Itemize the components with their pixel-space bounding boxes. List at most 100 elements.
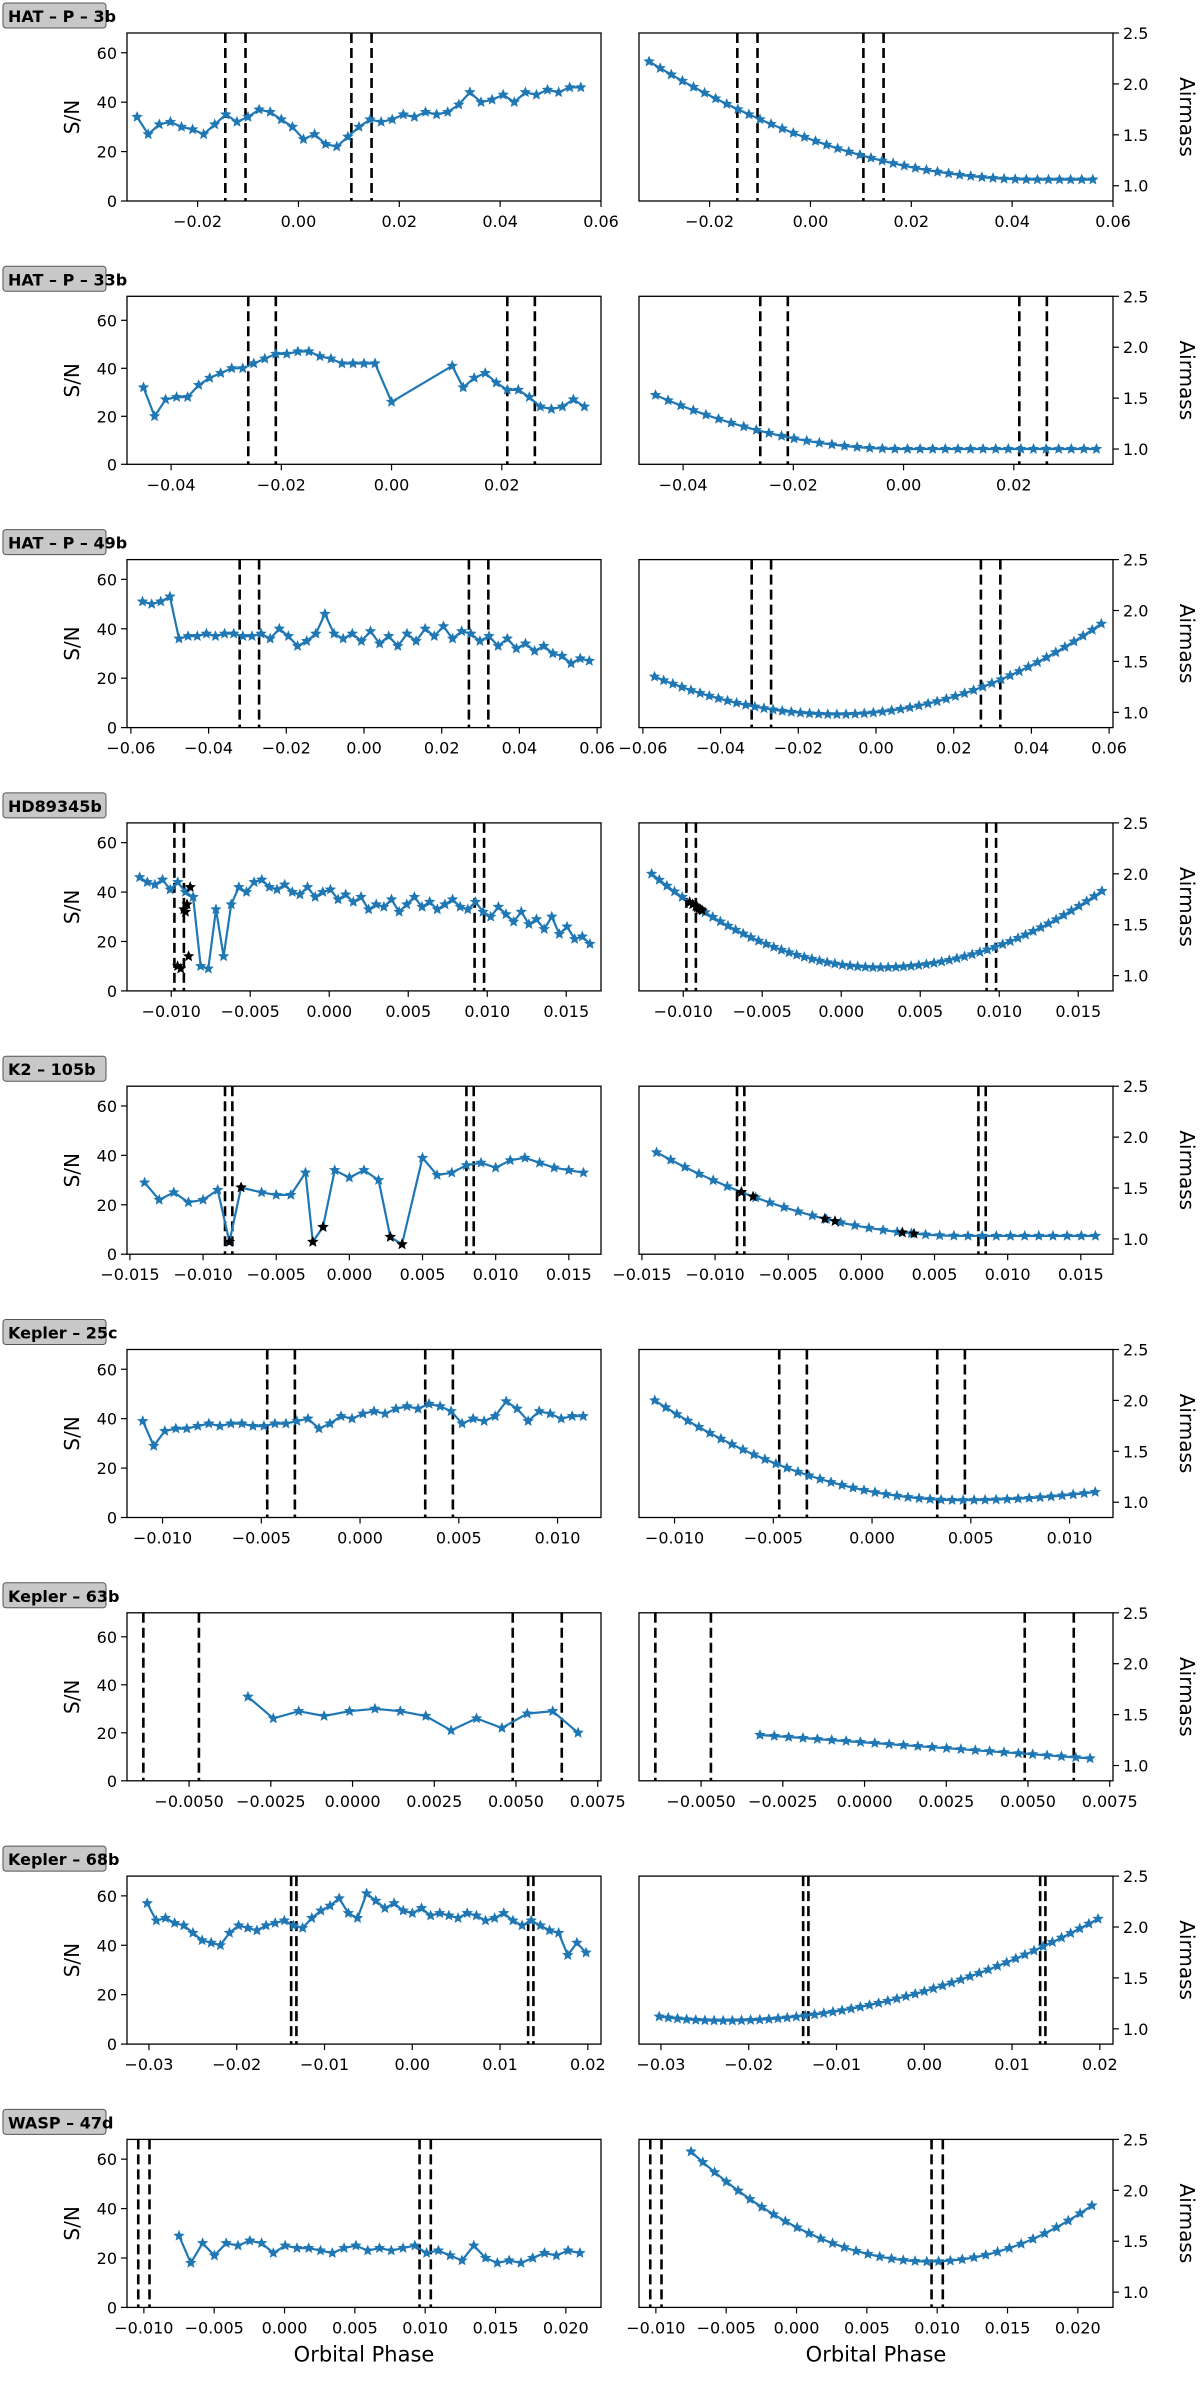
- sn-point: [552, 1926, 565, 1938]
- sn-series-line: [247, 1695, 579, 1734]
- sn-point: [393, 905, 405, 917]
- airmass-point: [738, 420, 750, 432]
- airmass-point: [1059, 641, 1071, 652]
- sn-point: [185, 2256, 197, 2268]
- sn-point: [498, 1907, 510, 1918]
- y-tick-label: 1.5: [1123, 1706, 1148, 1725]
- y-tick-label: 40: [97, 1936, 117, 1955]
- airmass-point: [768, 1730, 780, 1741]
- airmass-point: [720, 2175, 733, 2187]
- x-tick-label: −0.0050: [666, 1792, 735, 1811]
- x-tick-label: 0.0025: [406, 1792, 462, 1811]
- sn-point: [264, 632, 276, 644]
- airmass-point: [813, 708, 825, 719]
- sn-point: [488, 1912, 501, 1923]
- sn-point: [533, 1405, 545, 1417]
- airmass-point: [1000, 1956, 1013, 1968]
- airmass-point: [897, 2254, 909, 2265]
- y-tick-label: 20: [97, 2249, 117, 2268]
- sn-point: [253, 103, 265, 115]
- airmass-point: [697, 2156, 709, 2167]
- x-tick-label: 0.005: [385, 1002, 431, 1021]
- airmass-point: [826, 1734, 838, 1745]
- sn-point: [470, 1909, 483, 1921]
- airmass-point: [913, 959, 925, 971]
- sn-point: [379, 1407, 391, 1419]
- airmass-point: [981, 943, 994, 955]
- airmass-point: [1055, 1931, 1068, 1943]
- airmass-point: [1065, 904, 1078, 916]
- sn-point: [469, 896, 482, 907]
- sn-point: [491, 2256, 504, 2268]
- airmass-point: [1074, 1922, 1086, 1934]
- sn-point: [453, 98, 465, 110]
- axes-frame: [126, 1875, 602, 2045]
- sn-point: [419, 622, 431, 634]
- airmass-point: [954, 168, 966, 180]
- planet-name: WASP – 47d: [8, 2113, 113, 2132]
- sn-point: [486, 93, 498, 105]
- x-tick-label: 0.02: [996, 475, 1032, 494]
- sn-point: [563, 1164, 575, 1176]
- airmass-point: [831, 708, 843, 720]
- sn-point: [215, 367, 227, 378]
- airmass-point: [1035, 921, 1047, 933]
- sn-point: [475, 1156, 487, 1168]
- x-tick-label: 0.015: [546, 1265, 592, 1284]
- airmass-point: [1045, 1490, 1057, 1502]
- airmass-point: [1084, 1752, 1096, 1764]
- airmass-point: [826, 2237, 839, 2249]
- airmass-point: [946, 1494, 958, 1505]
- airmass-point: [1050, 646, 1062, 658]
- plot-area: [138, 1086, 590, 1255]
- airmass-point: [813, 436, 825, 448]
- airmass-point: [927, 443, 939, 454]
- sn-series-line: [136, 86, 581, 148]
- x-tick-label: −0.005: [759, 1265, 818, 1284]
- airmass-point: [661, 879, 673, 891]
- sn-point: [141, 876, 153, 887]
- sn-point: [320, 138, 332, 149]
- airmass-point: [767, 703, 779, 715]
- airmass-point: [790, 948, 803, 960]
- sn-point: [397, 2242, 409, 2253]
- y-tick-label: 40: [97, 1676, 117, 1695]
- airmass-point: [798, 131, 811, 142]
- airmass-point: [1086, 2199, 1098, 2211]
- sn-point: [497, 88, 509, 100]
- y-tick-label: 0: [107, 1245, 117, 1264]
- sn-point: [446, 1166, 458, 1178]
- airmass-point: [962, 1229, 974, 1241]
- sn-point: [328, 627, 340, 639]
- sn-point: [329, 1164, 341, 1176]
- airmass-point: [1095, 617, 1108, 629]
- airmass-point: [1033, 1229, 1045, 1241]
- y-tick-label: 2.5: [1123, 1867, 1148, 1886]
- airmass-point: [715, 1432, 727, 1444]
- sn-point: [364, 625, 377, 637]
- sn-point: [507, 915, 520, 927]
- x-tick-label: 0.000: [326, 1265, 372, 1284]
- sn-point: [483, 630, 495, 641]
- axes-frame: [638, 822, 1114, 992]
- airmass-point: [920, 164, 933, 175]
- sn-point: [347, 896, 359, 907]
- sn-point: [271, 883, 283, 895]
- sn-point: [465, 627, 477, 639]
- x-tick-label: 0.005: [400, 1265, 446, 1284]
- airmass-point: [957, 1494, 969, 1505]
- sn-point: [401, 627, 413, 639]
- sn-point: [372, 1174, 385, 1185]
- sn-point: [543, 1924, 556, 1936]
- sn-point: [385, 2244, 397, 2256]
- sn-point: [292, 345, 304, 357]
- planet-badge-box: [2, 1055, 107, 1082]
- sn-point: [319, 608, 331, 619]
- airmass-point: [792, 1465, 804, 1477]
- airmass-point: [654, 62, 666, 73]
- airmass-point: [1062, 2214, 1074, 2226]
- sn-point: [264, 106, 276, 117]
- airmass-point: [643, 55, 655, 67]
- airmass-point: [901, 443, 914, 454]
- airmass-point: [990, 443, 1002, 454]
